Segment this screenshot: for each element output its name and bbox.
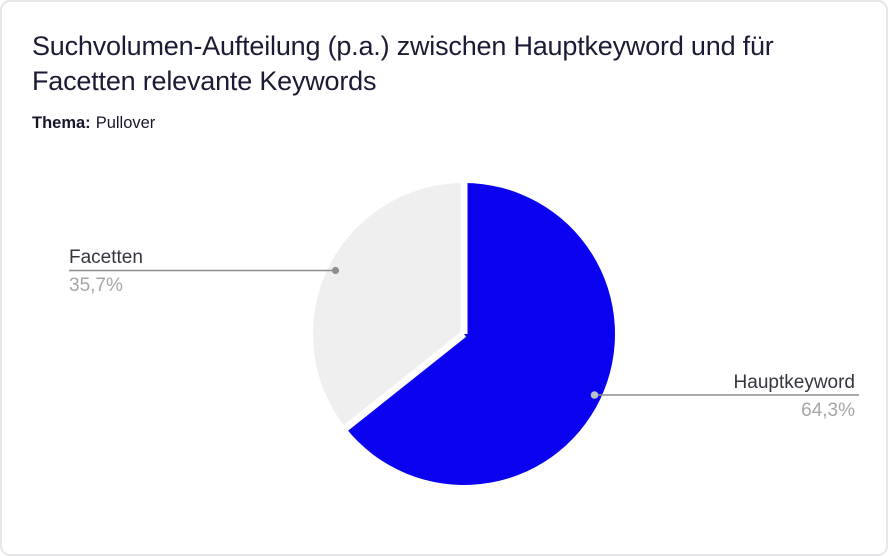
facetten-anchor-dot [331,266,340,275]
chart-title-line-1: Suchvolumen-Aufteilung (p.a.) zwischen H… [32,31,774,61]
hauptkeyword-anchor-dot [590,391,599,399]
hauptkeyword-callout-label: Hauptkeyword [733,372,855,393]
chart-title-line-2: Facetten relevante Keywords [32,66,377,96]
facetten-callout-label: Facetten [69,247,143,268]
pie-slice-hauptkeyword [345,183,616,485]
subtitle-value: Pullover [95,114,156,132]
subtitle-label: Thema: [32,114,91,132]
hauptkeyword-callout-value: 64,3% [801,400,855,421]
chart-subtitle: Thema: Pullover [32,114,155,133]
slice-separator-lower-left [340,331,467,434]
chart-title: Suchvolumen-Aufteilung (p.a.) zwischen H… [32,29,862,99]
facetten-callout-value: 35,7% [69,275,123,296]
